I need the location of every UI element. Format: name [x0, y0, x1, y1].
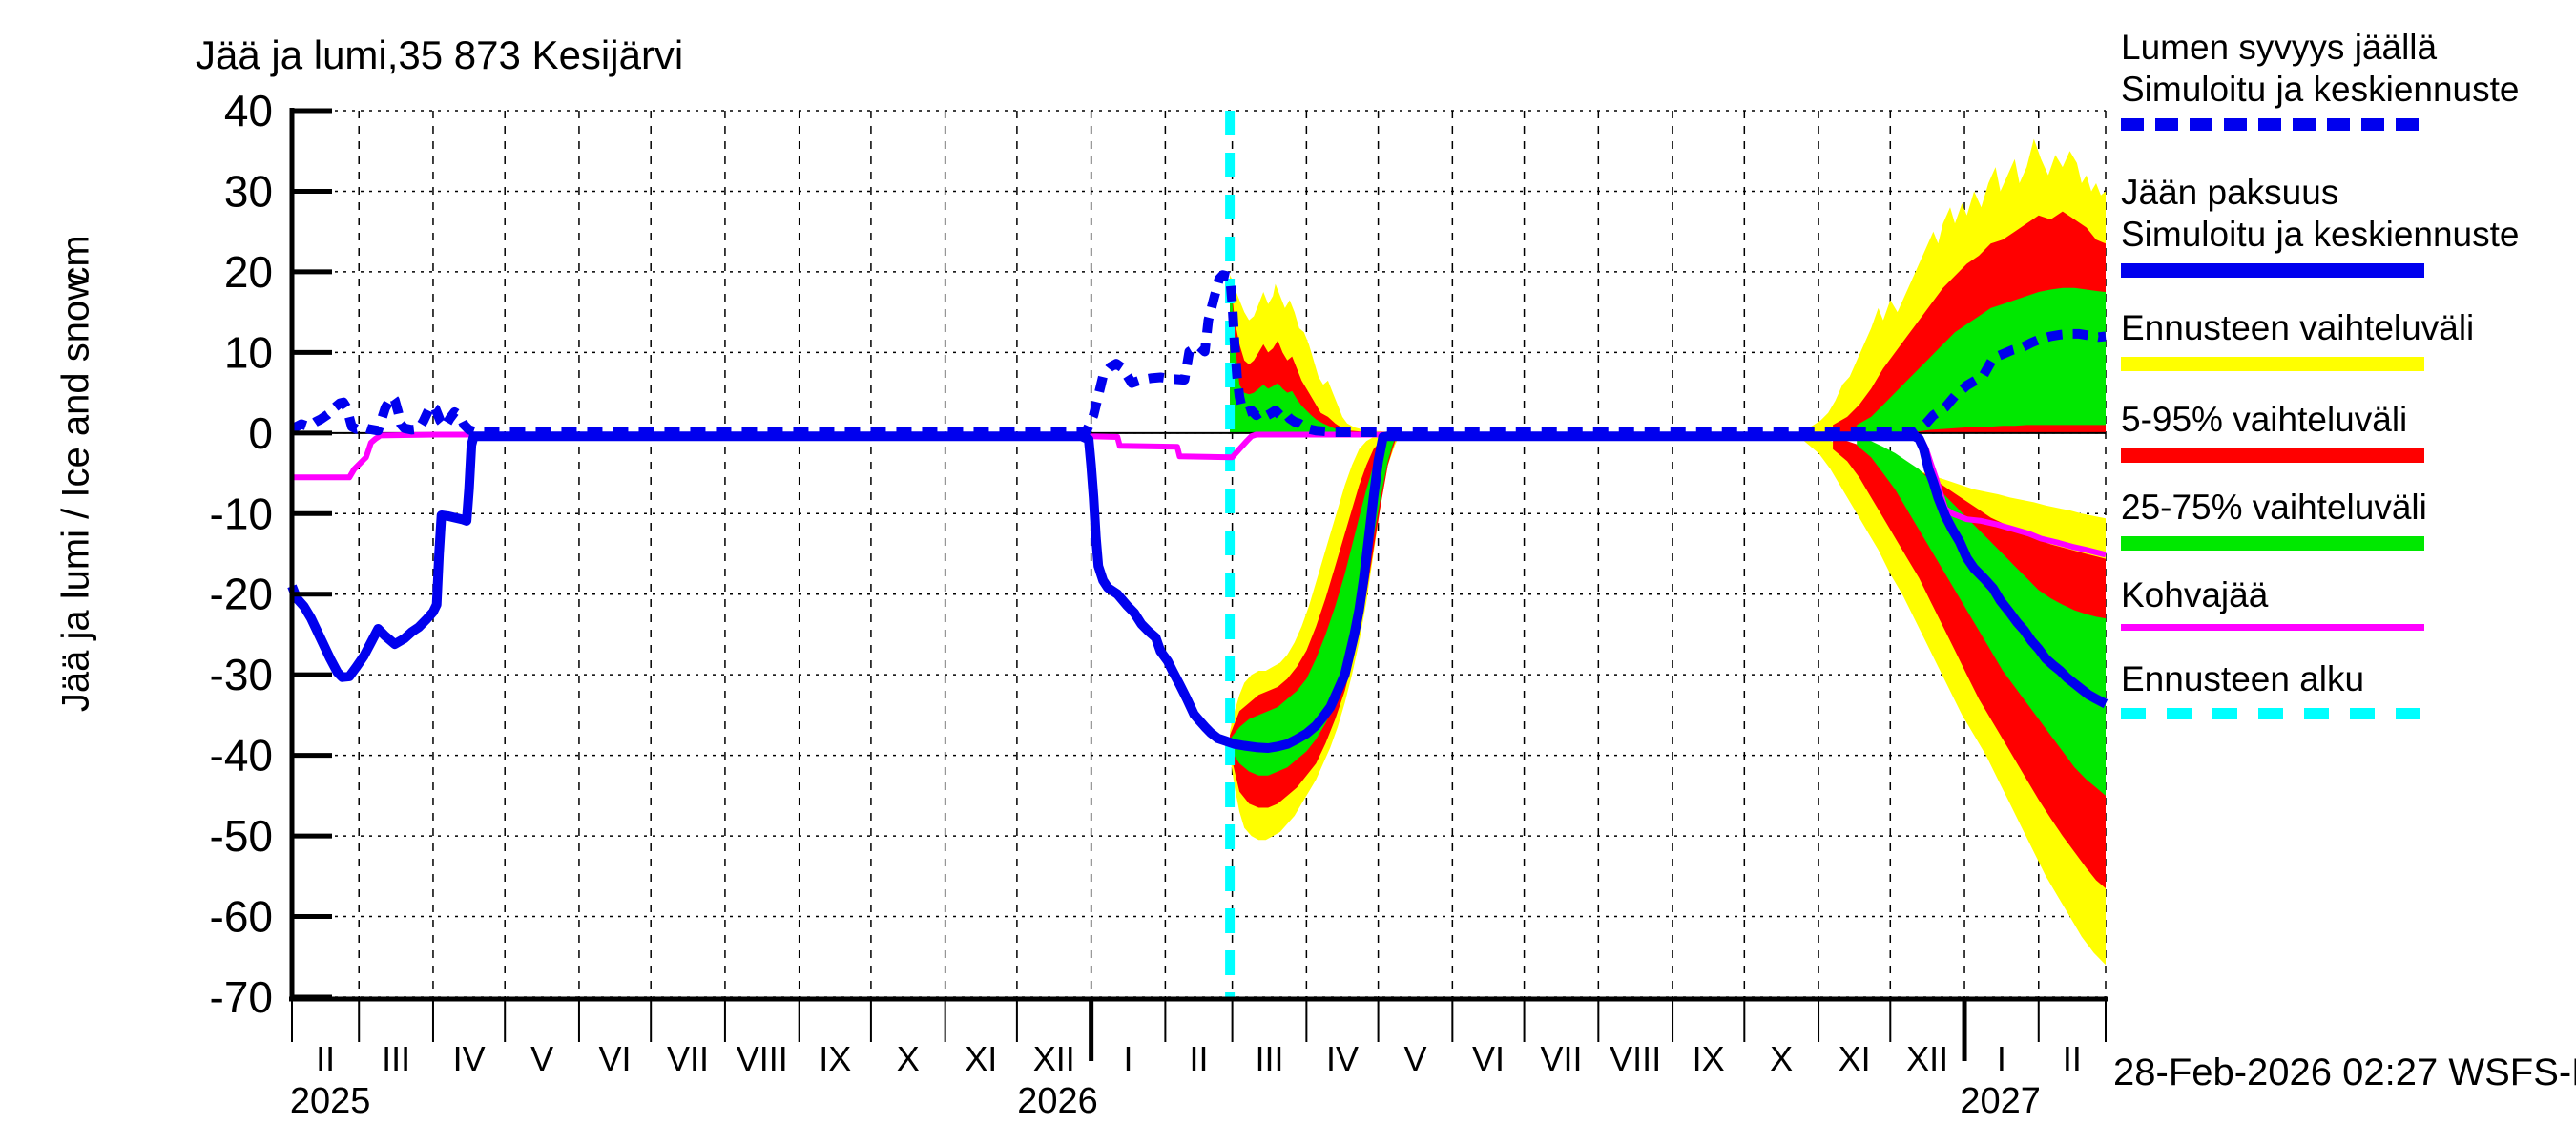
legend-label: 25-75% vaihteluväli [2121, 488, 2427, 527]
month-label: X [1770, 1039, 1793, 1078]
month-label: VII [1540, 1039, 1582, 1078]
month-label: II [2063, 1039, 2082, 1078]
month-label: III [1255, 1039, 1283, 1078]
series-kohvajaa [292, 431, 2107, 558]
month-label: I [1997, 1039, 2006, 1078]
band-w3-ice-25-75 [1857, 436, 2106, 796]
month-label: VIII [737, 1039, 788, 1078]
month-label: I [1124, 1039, 1133, 1078]
series-ice-thickness-mean [287, 431, 2109, 753]
month-label: IV [453, 1039, 486, 1078]
y-tick-label: 40 [224, 86, 273, 135]
legend-label: Jään paksuus [2121, 173, 2339, 212]
month-label: IX [1693, 1039, 1725, 1078]
legend-swatch [2121, 357, 2424, 371]
legend-item-6: Ennusteen alku [2121, 658, 2560, 719]
legend-label: 5-95% vaihteluväli [2121, 400, 2408, 439]
month-label: XII [1033, 1039, 1075, 1078]
y-tick-label: -40 [210, 731, 273, 781]
y-tick-label: -30 [210, 650, 273, 699]
chart-title: Jää ja lumi,35 873 Kesijärvi [196, 32, 684, 77]
y-tick-label: 0 [248, 408, 273, 458]
year-label: 2025 [290, 1081, 371, 1121]
month-label: VI [1472, 1039, 1505, 1078]
legend-label: Ennusteen alku [2121, 659, 2365, 698]
legend-label: Simuloitu ja keskiennuste [2121, 70, 2520, 109]
y-tick-label: -70 [210, 972, 273, 1022]
timestamp-label: 28-Feb-2026 02:27 WSFS-P [2113, 1051, 2576, 1093]
data-series [287, 270, 2109, 753]
legend-swatch [2121, 263, 2424, 278]
y-tick-label: 10 [224, 327, 273, 377]
y-tick-label: -10 [210, 489, 273, 538]
legend-item-3: 5-95% vaihteluväli [2121, 399, 2560, 463]
y-tick-label: 30 [224, 166, 273, 216]
month-label: VI [599, 1039, 632, 1078]
month-label: V [1403, 1039, 1426, 1078]
legend-swatch [2121, 118, 2424, 131]
y-tick-label: 20 [224, 247, 273, 297]
legend-item-2: Ennusteen vaihteluväli [2121, 307, 2560, 371]
month-label: VIII [1610, 1039, 1661, 1078]
legend-label: Ennusteen vaihteluväli [2121, 308, 2475, 347]
legend-swatch [2121, 536, 2424, 551]
band-w3-snow-25-75 [1857, 287, 2106, 433]
gridlines [292, 110, 2107, 999]
forecast-bands [1230, 138, 2106, 966]
legend-swatch [2121, 708, 2424, 719]
legend-item-1: Jään paksuus Simuloitu ja keskiennuste [2121, 172, 2560, 278]
month-label: XI [965, 1039, 997, 1078]
year-label: 2027 [1960, 1081, 2041, 1121]
legend-item-5: Kohvajää [2121, 574, 2560, 631]
month-label: V [530, 1039, 553, 1078]
year-label: 2026 [1017, 1081, 1098, 1121]
y-tick-label: -20 [210, 570, 273, 619]
month-label: II [316, 1039, 335, 1078]
month-label: IX [819, 1039, 851, 1078]
month-label: X [897, 1039, 920, 1078]
month-label: II [1189, 1039, 1208, 1078]
y-tick-label: -60 [210, 892, 273, 942]
band-w3-ice-5-95 [1833, 436, 2106, 888]
legend-item-4: 25-75% vaihteluväli [2121, 487, 2560, 551]
legend-label: Kohvajää [2121, 575, 2269, 614]
legend: Lumen syvyys jäällä Simuloitu ja keskienn… [2121, 0, 2569, 763]
month-label: III [382, 1039, 410, 1078]
legend-swatch [2121, 448, 2424, 463]
band-w2-snow-25-75 [1230, 280, 1364, 433]
month-label: VII [667, 1039, 709, 1078]
y-tick-label: -50 [210, 811, 273, 861]
legend-label: Simuloitu ja keskiennuste [2121, 215, 2520, 254]
month-label: IV [1326, 1039, 1359, 1078]
legend-swatch [2121, 624, 2424, 631]
legend-item-0: Lumen syvyys jäällä Simuloitu ja keskienn… [2121, 27, 2560, 131]
legend-label: Lumen syvyys jäällä [2121, 28, 2438, 67]
month-label: XII [1906, 1039, 1948, 1078]
month-label: XI [1839, 1039, 1871, 1078]
y-axis-label: Jää ja lumi / Ice and snow [54, 272, 97, 713]
